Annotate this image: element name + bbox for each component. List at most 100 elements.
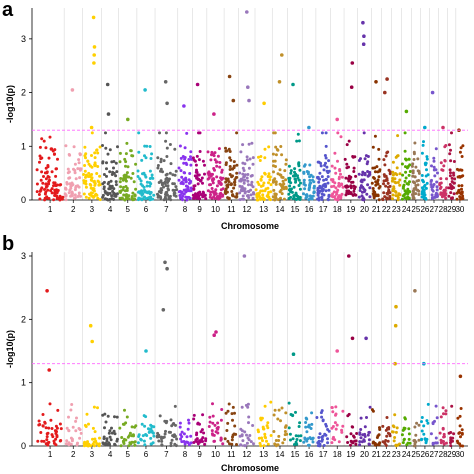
snp-point [193, 159, 197, 163]
snp-point [122, 442, 126, 445]
snp-point [330, 406, 334, 409]
snp-point [283, 430, 287, 433]
snp-point [396, 181, 400, 184]
snp-point [269, 434, 273, 437]
snp-point [54, 174, 58, 178]
snp-point [287, 178, 291, 182]
x-tick-label-chr-10: 10 [211, 205, 220, 214]
snp-point [441, 426, 445, 430]
snp-point [391, 160, 395, 164]
snp-point [326, 197, 330, 201]
x-tick-label-chr-21: 21 [372, 450, 381, 459]
snp-point [280, 406, 284, 410]
snp-point [156, 194, 160, 198]
snp-point [377, 175, 381, 179]
snp-point [321, 438, 324, 441]
snp-point [118, 151, 122, 155]
snp-point [54, 443, 58, 447]
snp-point [226, 183, 230, 187]
snp-point [211, 433, 215, 437]
significant-snp-point [423, 125, 427, 130]
snp-point [38, 154, 42, 158]
snp-point [119, 189, 123, 193]
x-tick-label-chr-20: 20 [360, 205, 369, 214]
snp-point [422, 424, 426, 428]
snp-point [119, 177, 123, 180]
snp-point [143, 154, 146, 158]
snp-point [457, 184, 461, 188]
snp-point [403, 149, 407, 153]
snp-point [91, 437, 94, 441]
x-tick-label-chr-29: 29 [447, 450, 456, 459]
snp-point [376, 170, 380, 174]
snp-point [224, 411, 228, 415]
snp-point [44, 182, 48, 186]
snp-point [227, 147, 231, 151]
snp-point [265, 194, 269, 198]
snp-point [358, 440, 362, 444]
snp-point [180, 175, 184, 179]
snp-point [302, 170, 306, 174]
snp-point [238, 434, 242, 438]
snp-point [174, 185, 178, 189]
snp-point [64, 144, 68, 148]
snp-point [292, 196, 296, 200]
snp-point [148, 181, 152, 185]
snp-point [112, 198, 116, 201]
snp-point [84, 156, 87, 160]
significant-snp-point [430, 90, 435, 95]
snp-point [434, 436, 438, 440]
snp-point [225, 429, 229, 432]
snp-point [318, 171, 322, 175]
snp-point [158, 414, 162, 418]
snp-point [64, 194, 68, 198]
snp-point [119, 185, 123, 189]
snp-point [404, 157, 407, 161]
x-tick-label-chr-14: 14 [276, 450, 285, 459]
snp-point [298, 187, 302, 191]
snp-point [79, 431, 83, 435]
snp-point [93, 151, 97, 155]
snp-point [137, 150, 141, 154]
snp-point [297, 184, 301, 187]
significant-snp-point [143, 88, 147, 92]
snp-point [102, 187, 106, 191]
snp-point [182, 440, 186, 443]
x-tick-label-chr-5: 5 [126, 205, 131, 214]
snp-point [239, 443, 243, 447]
snp-point [150, 152, 154, 156]
snp-point [320, 131, 324, 135]
snp-point [347, 139, 351, 143]
snp-point [332, 184, 336, 188]
snp-point [334, 186, 338, 190]
snp-point [202, 431, 206, 435]
snp-point [49, 189, 53, 193]
snp-point [378, 168, 382, 172]
snp-point [459, 192, 463, 195]
snp-point [384, 439, 388, 442]
snp-point [70, 439, 74, 443]
snp-point [353, 185, 357, 189]
snp-point [295, 139, 299, 143]
snp-point [272, 430, 276, 433]
snp-point [381, 198, 385, 202]
snp-point [373, 166, 377, 170]
snp-point [279, 196, 282, 200]
y-tick-label: 2 [21, 88, 26, 98]
snp-point [408, 170, 412, 173]
snp-point [298, 421, 302, 425]
snp-point [297, 139, 301, 143]
snp-point [63, 192, 67, 196]
snp-point [239, 150, 243, 154]
snp-point [310, 422, 314, 426]
snp-point [186, 189, 189, 193]
snp-point [455, 197, 459, 201]
x-tick-label-chr-2: 2 [71, 450, 76, 459]
snp-point [159, 191, 163, 195]
x-tick-label-chr-21: 21 [372, 205, 381, 214]
snp-point [394, 194, 398, 198]
snp-point [156, 431, 160, 435]
snp-point [89, 164, 92, 168]
snp-point [327, 195, 331, 198]
snp-point [403, 189, 407, 193]
